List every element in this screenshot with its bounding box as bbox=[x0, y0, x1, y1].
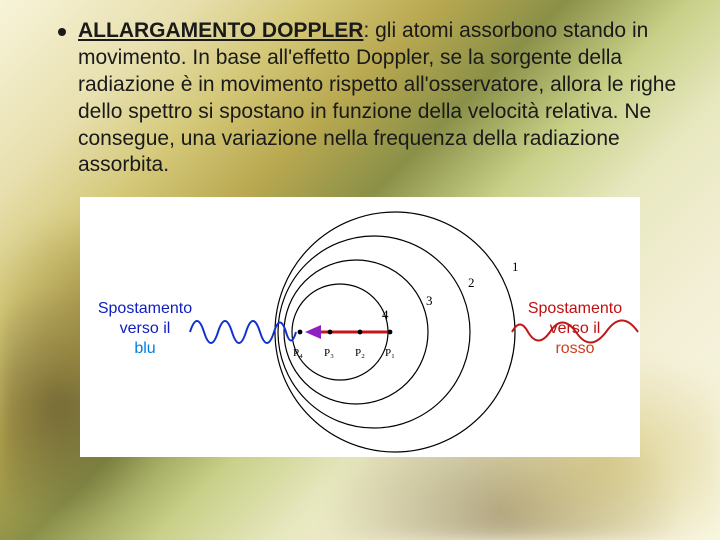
point-label-3: P₂ bbox=[355, 347, 365, 359]
blue-label-line1: Spostamento bbox=[98, 300, 192, 317]
point-label-2: P₃ bbox=[324, 347, 334, 359]
motion-arrow-head bbox=[305, 325, 321, 339]
circle-label-4: 4 bbox=[382, 307, 389, 323]
blue-wave bbox=[190, 321, 296, 343]
blue-shift-label: Spostamento verso il blu bbox=[86, 299, 204, 359]
bullet-body: : gli atomi assorbono stando in moviment… bbox=[78, 19, 676, 176]
bullet-heading: ALLARGAMENTO DOPPLER bbox=[78, 19, 363, 42]
bullet-text: ALLARGAMENTO DOPPLER: gli atomi assorbon… bbox=[78, 18, 680, 179]
point-label-4: P₁ bbox=[385, 347, 395, 359]
slide-content: ALLARGAMENTO DOPPLER: gli atomi assorbon… bbox=[0, 0, 720, 457]
red-label-line1: Spostamento bbox=[528, 300, 622, 317]
source-point-3 bbox=[358, 330, 363, 335]
blue-label-line3: blu bbox=[134, 340, 155, 357]
source-point-2 bbox=[328, 330, 333, 335]
circle-label-2: 2 bbox=[468, 275, 475, 291]
point-label-1: P₄ bbox=[293, 347, 303, 359]
source-point-1 bbox=[298, 330, 303, 335]
circle-label-3: 3 bbox=[426, 293, 433, 309]
red-label-line3: rosso bbox=[555, 340, 594, 357]
doppler-diagram: Spostamento verso il blu Spostamento ver… bbox=[80, 197, 640, 457]
red-shift-label: Spostamento verso il rosso bbox=[516, 299, 634, 359]
circle-label-1: 1 bbox=[512, 259, 519, 275]
bullet-item: ALLARGAMENTO DOPPLER: gli atomi assorbon… bbox=[40, 18, 680, 179]
red-label-line2: verso il bbox=[550, 320, 601, 337]
blue-label-line2: verso il bbox=[120, 320, 171, 337]
bullet-marker bbox=[58, 28, 66, 36]
source-point-4 bbox=[388, 330, 393, 335]
